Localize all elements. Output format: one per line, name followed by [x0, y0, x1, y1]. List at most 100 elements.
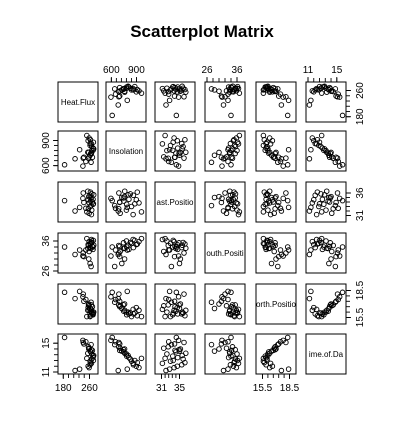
point-20	[211, 305, 218, 312]
point-28	[125, 352, 131, 359]
point-28	[230, 83, 236, 90]
point-21	[316, 201, 323, 207]
point-21	[132, 201, 138, 207]
panel-r2-c6	[305, 130, 347, 172]
point-28	[321, 146, 328, 152]
panel-frame	[57, 181, 99, 223]
point-29	[112, 339, 119, 345]
point-26	[84, 355, 90, 362]
panel-frame	[154, 181, 196, 223]
point-25	[327, 302, 334, 308]
point-25	[327, 85, 334, 92]
panel-r3-c2	[105, 181, 147, 223]
panel-r3-c6	[305, 181, 347, 223]
point-23	[72, 208, 78, 214]
point-10	[308, 288, 314, 295]
point-16	[332, 159, 339, 166]
point-8	[222, 291, 228, 297]
point-16	[208, 341, 215, 348]
panel-r5-c2	[105, 283, 147, 325]
point-26	[260, 132, 267, 139]
point-16	[275, 202, 281, 209]
point-17	[314, 189, 321, 195]
point-29	[335, 205, 341, 212]
point-10	[124, 366, 131, 372]
point-7	[235, 360, 242, 367]
point-22	[228, 334, 234, 341]
point-8	[222, 339, 228, 346]
diagonal-label: outh.Positi	[206, 249, 244, 258]
point-17	[182, 86, 188, 93]
point-3	[229, 344, 236, 350]
point-7	[159, 306, 166, 313]
point-22	[228, 289, 234, 296]
point-10	[225, 288, 231, 295]
point-10	[225, 97, 231, 104]
point-23	[72, 367, 78, 374]
bottom-tick-label: 18.5	[280, 383, 300, 394]
point-11	[230, 363, 237, 369]
point-13	[130, 192, 137, 198]
point-25	[120, 346, 127, 353]
point-16	[111, 202, 118, 209]
point-29	[83, 339, 89, 345]
point-26	[162, 90, 168, 96]
point-29	[112, 296, 119, 303]
point-22	[109, 197, 115, 204]
point-28	[321, 242, 328, 248]
point-16	[168, 159, 175, 166]
point-8	[283, 190, 289, 196]
point-23	[163, 367, 169, 374]
point-24	[227, 188, 233, 194]
point-12	[233, 364, 240, 371]
panel-r5-c1	[57, 283, 99, 325]
point-22	[284, 112, 291, 119]
panel-frame	[105, 232, 147, 274]
point-26	[138, 313, 145, 320]
point-10	[124, 97, 131, 104]
point-22	[109, 334, 115, 341]
panel-r6-c3	[154, 333, 196, 375]
point-10	[285, 204, 292, 211]
point-28	[265, 242, 271, 248]
panel-r1-c4	[204, 81, 246, 123]
point-10	[166, 146, 173, 153]
point-29	[165, 339, 172, 345]
point-25	[88, 302, 95, 308]
point-27	[333, 154, 339, 161]
point-27	[81, 253, 87, 260]
point-28	[179, 309, 185, 315]
panel-r4-c6	[305, 232, 347, 274]
point-27	[333, 199, 339, 206]
point-19	[223, 303, 230, 309]
panel-frame	[154, 130, 196, 172]
point-25	[272, 195, 278, 201]
point-16	[208, 159, 215, 166]
panel-r2-c4	[204, 130, 246, 172]
point-28	[265, 352, 271, 359]
point-20	[119, 260, 125, 267]
point-11	[133, 363, 140, 369]
diagonal-label: orth.Positio	[256, 300, 297, 309]
point-29	[335, 91, 341, 97]
panel-frame	[154, 283, 196, 325]
point-18	[319, 196, 326, 203]
point-9	[328, 256, 334, 262]
point-6	[108, 253, 114, 259]
point-20	[268, 194, 275, 201]
point-9	[121, 256, 128, 262]
point-28	[125, 192, 131, 198]
point-13	[87, 140, 93, 147]
point-23	[220, 367, 227, 374]
point-16	[168, 299, 175, 305]
point-26	[318, 235, 325, 242]
point-26	[162, 313, 168, 320]
point-17	[134, 189, 141, 195]
point-12	[309, 200, 316, 206]
point-29	[165, 158, 172, 165]
point-18	[126, 196, 132, 203]
point-16	[275, 263, 281, 270]
panel-frame	[57, 283, 99, 325]
point-25	[272, 346, 278, 353]
point-25	[176, 150, 182, 157]
